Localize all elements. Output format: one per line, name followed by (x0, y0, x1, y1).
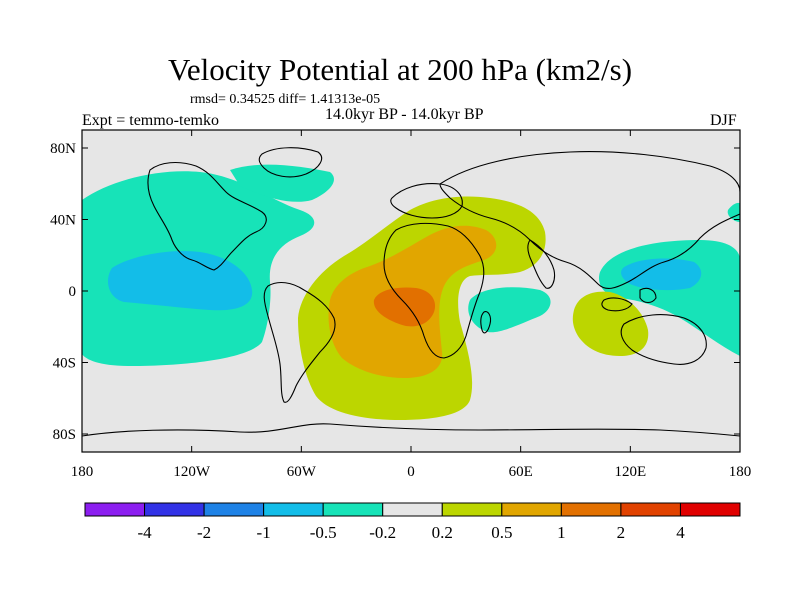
colorbar-label: 0.2 (432, 523, 453, 542)
colorbar-label: -0.5 (310, 523, 337, 542)
colorbar-swatch (382, 502, 443, 517)
coastline-africa (383, 222, 485, 359)
colorbar-label: -2 (197, 523, 211, 542)
lon-tick-label: 180 (71, 464, 94, 480)
coastline-asia (439, 151, 740, 290)
colorbar-swatch (501, 502, 562, 517)
colorbar-swatch (84, 502, 146, 517)
lon-tick-label: 60W (287, 464, 317, 480)
colorbar-label: -4 (137, 523, 152, 542)
coastline-north-america (147, 161, 267, 271)
coastlines (82, 147, 740, 437)
colorbar-swatch (203, 502, 265, 517)
lat-tick-label: 40N (50, 213, 76, 229)
strong-negative-region-pacific (108, 250, 253, 311)
coastline-australia (620, 314, 707, 365)
colorbar-swatch (679, 502, 741, 517)
coastline-madagascar (480, 311, 492, 334)
colorbar-swatch (620, 502, 681, 517)
positive-region-indian-ocean-east (572, 291, 649, 356)
lon-tick-label: 180 (729, 464, 752, 480)
season-label: DJF (710, 112, 737, 129)
lat-tick-label: 80S (53, 427, 76, 443)
lon-tick-label: 120W (173, 464, 211, 480)
period-text: 14.0kyr BP - 14.0kyr BP (325, 106, 484, 123)
colorbar-swatch (441, 502, 503, 517)
coastline-greenland (258, 147, 323, 178)
colorbar-swatch (322, 502, 384, 517)
colorbar-label: 4 (676, 523, 685, 542)
lon-tick-label: 120E (614, 464, 646, 480)
strong-negative-region-west-pacific (621, 258, 702, 291)
colorbar-swatch (560, 502, 622, 517)
coastline-south-america (263, 281, 336, 403)
colorbar-swatch (144, 502, 205, 517)
contour-fields (82, 164, 740, 420)
coastline-antarctica (82, 423, 740, 437)
coastline-india (527, 239, 556, 289)
stats-text: rmsd= 0.34525 diff= 1.41313e-05 (190, 92, 381, 107)
map-axes: 180 120W 60W 0 60E 120E 180 80N 40N 0 40S 80S (50, 130, 751, 480)
colorbar-swatch (263, 502, 324, 517)
experiment-label: Expt = temmo-temko (82, 112, 219, 129)
lon-tick-label: 0 (407, 464, 415, 480)
lon-tick-label: 60E (509, 464, 533, 480)
colorbar-label: -0.2 (369, 523, 396, 542)
coastline-borneo (639, 287, 657, 304)
lat-tick-label: 40S (53, 356, 76, 372)
plot-title: Velocity Potential at 200 hPa (km2/s) (167, 52, 633, 87)
colorbar-label: 1 (557, 523, 566, 542)
lat-tick-label: 0 (69, 284, 77, 300)
positive-region-core (373, 287, 436, 327)
coastline-europe (390, 183, 463, 219)
colorbar-label: 0.5 (491, 523, 512, 542)
colorbar: -4 -2 -1 -0.5 -0.2 0.2 0.5 1 2 4 (84, 502, 741, 542)
negative-region-north-pacific-east (727, 202, 740, 222)
lat-tick-label: 80N (50, 141, 76, 157)
colorbar-label: 2 (617, 523, 626, 542)
negative-region-indian-ocean (468, 287, 551, 333)
negative-region-north-atlantic (230, 164, 334, 202)
coastline-indonesia (601, 297, 633, 312)
colorbar-label: -1 (257, 523, 271, 542)
